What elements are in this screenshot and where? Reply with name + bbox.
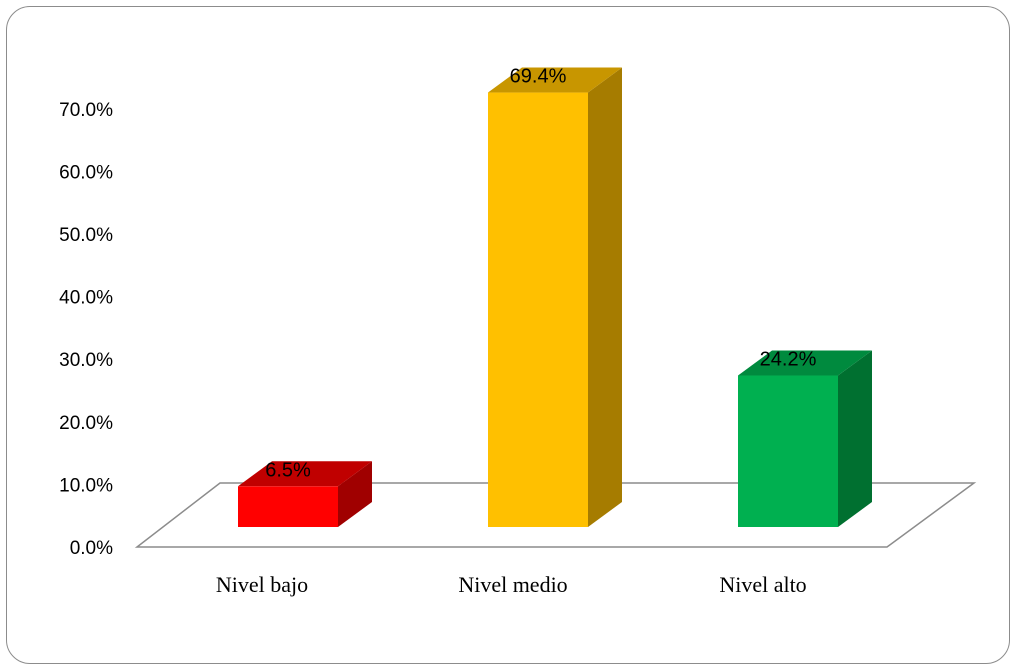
y-tick-label: 20.0%	[59, 413, 113, 434]
bar-front	[488, 93, 588, 527]
bar-side	[838, 351, 872, 527]
y-tick-label: 30.0%	[59, 350, 113, 371]
bar	[738, 351, 872, 527]
category-label: Nivel medio	[458, 572, 567, 597]
bar-side	[588, 68, 622, 527]
data-label: 6.5%	[265, 459, 311, 481]
x-axis: Nivel bajo Nivel medio Nivel alto	[216, 572, 807, 597]
category-label: Nivel bajo	[216, 572, 308, 597]
bar-front	[238, 486, 338, 527]
y-tick-label: 40.0%	[59, 288, 113, 309]
y-tick-label: 50.0%	[59, 225, 113, 246]
bars	[238, 68, 872, 527]
bar-front	[738, 376, 838, 527]
y-tick-label: 0.0%	[70, 538, 113, 559]
y-tick-label: 10.0%	[59, 475, 113, 496]
bar	[488, 68, 622, 527]
data-label: 24.2%	[760, 349, 817, 371]
y-tick-label: 70.0%	[59, 100, 113, 121]
data-label: 69.4%	[510, 66, 567, 88]
y-axis: 0.0% 10.0% 20.0% 30.0% 40.0% 50.0% 60.0% 70.0%	[59, 100, 113, 559]
y-tick-label: 60.0%	[59, 162, 113, 183]
category-label: Nivel alto	[719, 572, 806, 597]
